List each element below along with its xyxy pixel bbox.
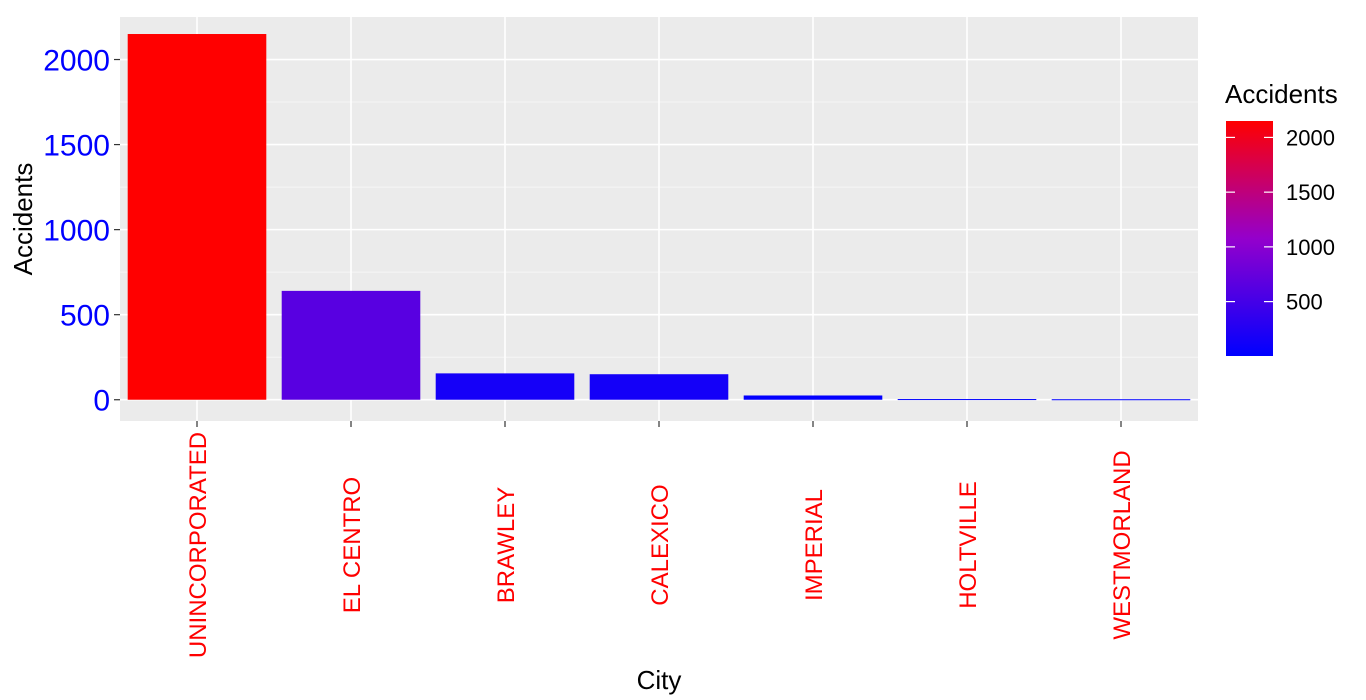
legend-tick-label: 500 xyxy=(1286,290,1323,315)
legend-tick-label: 1500 xyxy=(1286,180,1335,205)
x-tick-label: HOLTVILLE xyxy=(955,481,982,609)
bar-westmorland xyxy=(1051,399,1191,401)
bar-el-centro xyxy=(281,290,421,400)
legend-tick-label: 2000 xyxy=(1286,125,1335,150)
legend-colorbar xyxy=(1226,121,1273,356)
legend: Accidents 500 1000 1500 2000 xyxy=(1225,79,1338,356)
legend-title: Accidents xyxy=(1225,79,1338,109)
x-tick-label: EL CENTRO xyxy=(339,477,366,613)
x-tick-label: IMPERIAL xyxy=(801,489,828,601)
bar-brawley xyxy=(435,373,575,400)
bar-calexico xyxy=(589,374,729,400)
x-tick-label: WESTMORLAND xyxy=(1109,450,1136,639)
x-axis: UNINCORPORATED EL CENTRO BRAWLEY CALEXICO IM… xyxy=(185,421,1136,658)
bar-unincorporated xyxy=(127,34,267,400)
bar-imperial xyxy=(743,395,883,400)
x-tick-label: CALEXICO xyxy=(647,484,674,605)
x-tick-label: UNINCORPORATED xyxy=(185,432,212,658)
legend-tick-label: 1000 xyxy=(1286,235,1335,260)
y-tick-label: 0 xyxy=(93,385,110,418)
x-axis-title: City xyxy=(637,665,682,695)
y-tick-label: 500 xyxy=(60,300,110,333)
x-tick-label: BRAWLEY xyxy=(493,487,520,603)
legend-ticks: 500 1000 1500 2000 xyxy=(1226,125,1335,315)
y-axis-title: Accidents xyxy=(8,163,38,276)
y-axis: 0 500 1000 1500 2000 xyxy=(43,45,120,418)
y-tick-label: 2000 xyxy=(43,45,110,78)
y-tick-label: 1000 xyxy=(43,215,110,248)
bars xyxy=(127,34,1191,401)
bar-holtville xyxy=(897,399,1037,401)
y-tick-label: 1500 xyxy=(43,130,110,163)
